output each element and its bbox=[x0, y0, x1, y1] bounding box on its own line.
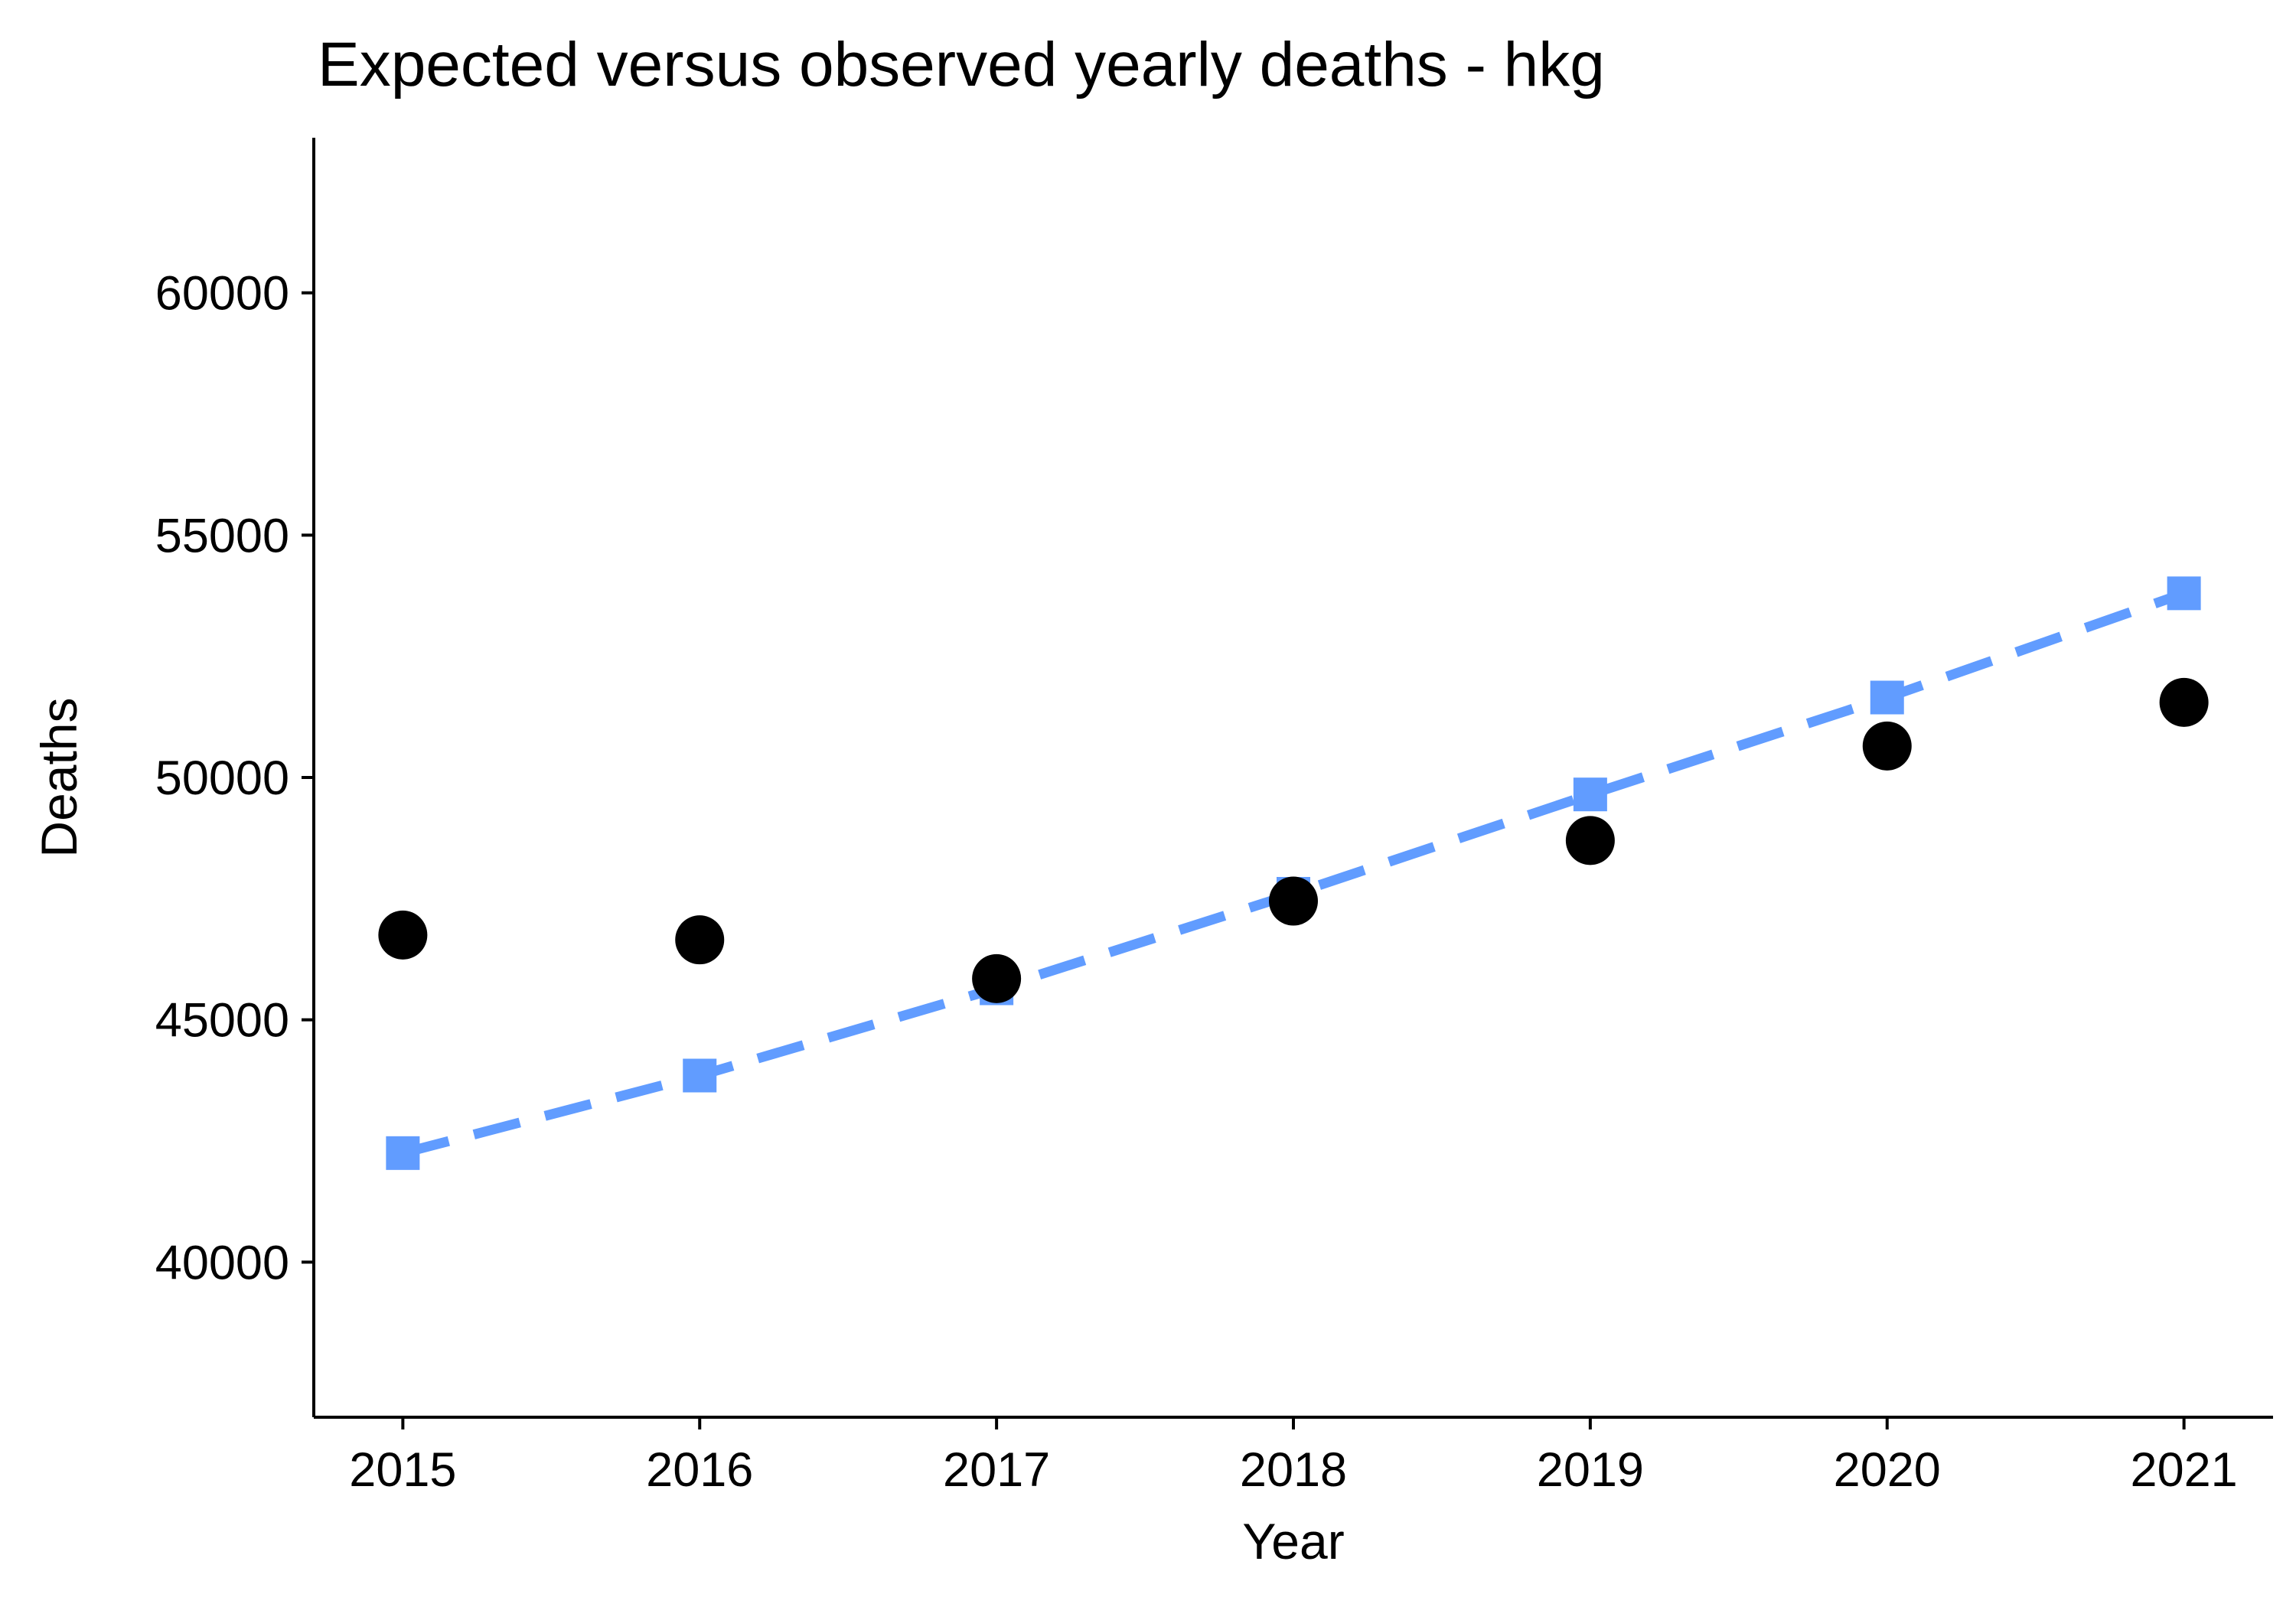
y-tick-label: 45000 bbox=[155, 994, 289, 1048]
series-expected bbox=[386, 576, 2201, 1170]
x-tick-label: 2016 bbox=[646, 1443, 753, 1497]
y-tick-label: 60000 bbox=[155, 267, 289, 321]
observed-point bbox=[1862, 721, 1912, 771]
expected-point bbox=[1870, 680, 1904, 715]
x-tick-label: 2021 bbox=[2131, 1443, 2238, 1497]
observed-point bbox=[675, 915, 725, 965]
y-tick-label: 40000 bbox=[155, 1236, 289, 1289]
observed-point bbox=[1565, 816, 1615, 865]
x-tick-label: 2017 bbox=[943, 1443, 1050, 1497]
x-ticks: 2015 2016 2017 2018 2019 2020 2021 bbox=[349, 1417, 2238, 1497]
x-axis-title: Year bbox=[1242, 1513, 1344, 1570]
expected-line bbox=[401, 588, 2186, 1159]
y-tick-label: 50000 bbox=[155, 751, 289, 805]
y-axis-title: Deaths bbox=[31, 697, 87, 857]
plot-series bbox=[378, 576, 2209, 1170]
expected-point bbox=[2167, 576, 2201, 611]
x-tick-label: 2015 bbox=[349, 1443, 456, 1497]
chart-title: Expected versus observed yearly deaths -… bbox=[318, 30, 1605, 99]
observed-point bbox=[2159, 677, 2209, 727]
expected-point bbox=[386, 1136, 420, 1170]
expected-point bbox=[683, 1058, 717, 1093]
observed-point bbox=[378, 910, 428, 960]
x-tick-label: 2020 bbox=[1834, 1443, 1941, 1497]
observed-point bbox=[1269, 876, 1318, 926]
y-ticks: 40000 45000 50000 55000 60000 bbox=[155, 267, 314, 1289]
observed-point bbox=[972, 953, 1022, 1003]
x-tick-label: 2019 bbox=[1537, 1443, 1644, 1497]
expected-point bbox=[1573, 777, 1607, 812]
series-observed bbox=[378, 677, 2209, 1003]
x-tick-label: 2018 bbox=[1240, 1443, 1347, 1497]
y-tick-label: 55000 bbox=[155, 509, 289, 562]
